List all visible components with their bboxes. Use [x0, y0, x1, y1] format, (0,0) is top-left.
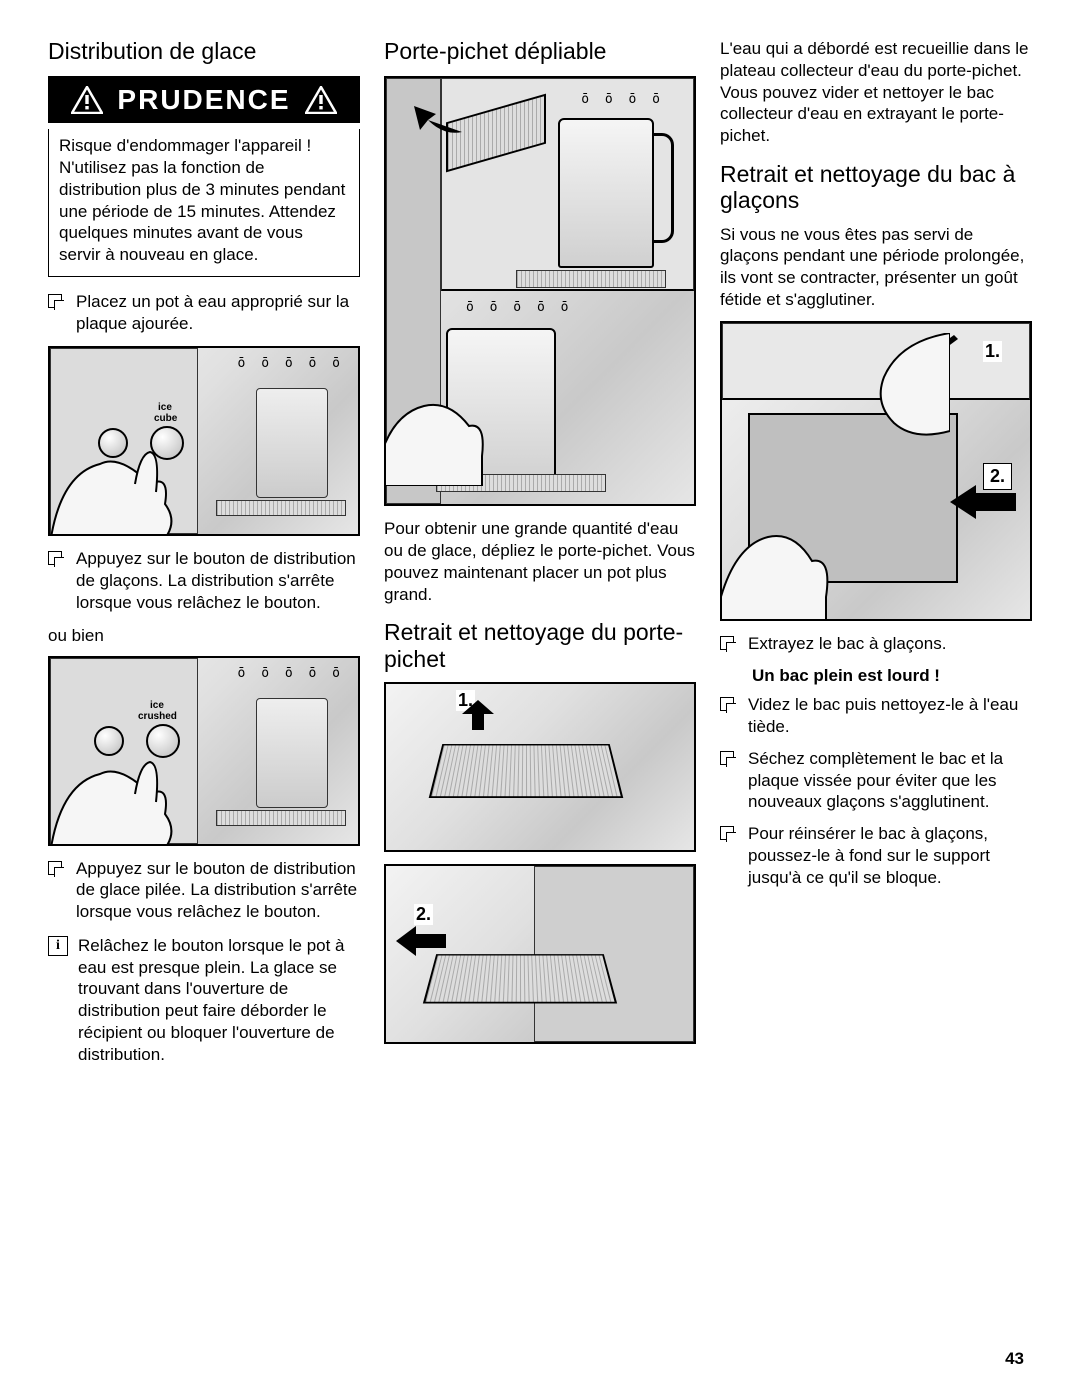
fig-label: crushed — [138, 711, 177, 722]
prudence-text: Risque d'endommager l'appareil ! N'utili… — [48, 129, 360, 277]
heading-bac-glacons: Retrait et nettoyage du bac à glaçons — [720, 161, 1032, 214]
list-item: Placez un pot à eau approprié sur la pla… — [48, 291, 360, 335]
step-list-2: Appuyez sur le bouton de distribution de… — [48, 548, 360, 613]
warning-triangle-icon — [305, 86, 337, 114]
figure-ice-crushed: ō ō ō ō ō ice crushed — [48, 656, 360, 846]
checkbox-icon — [720, 636, 734, 650]
step-list-1: Placez un pot à eau approprié sur la pla… — [48, 291, 360, 335]
fig-label: ice — [150, 700, 164, 711]
step-list-bac: Extrayez le bac à glaçons. — [720, 633, 1032, 655]
step-text: Placez un pot à eau approprié sur la pla… — [76, 291, 360, 335]
fig-label: ice — [158, 402, 172, 413]
para-bac: Si vous ne vous êtes pas servi de glaçon… — [720, 224, 1032, 311]
checkbox-icon — [48, 294, 62, 308]
step-text: Appuyez sur le bouton de distribution de… — [76, 858, 360, 923]
subheading-retrait-pichet: Retrait et nettoyage du porte-pichet — [384, 619, 696, 672]
checkbox-icon — [720, 697, 734, 711]
checkbox-icon — [720, 751, 734, 765]
list-item: Videz le bac puis nettoyez-le à l'eau ti… — [720, 694, 1032, 738]
figure-bac-glacons: 1. 2. — [720, 321, 1032, 621]
list-item: Appuyez sur le bouton de distribution de… — [48, 858, 360, 923]
list-item: Extrayez le bac à glaçons. — [720, 633, 1032, 655]
checkbox-icon — [720, 826, 734, 840]
step-number: 1. — [983, 341, 1002, 362]
checkbox-icon — [48, 861, 62, 875]
checkbox-icon — [48, 551, 62, 565]
caption-porte-pichet: Pour obtenir une grande quantité d'eau o… — [384, 518, 696, 605]
prudence-banner: PRUDENCE — [49, 77, 359, 123]
prudence-label: PRUDENCE — [117, 84, 290, 116]
intro-text: L'eau qui a débordé est recueillie dans … — [720, 38, 1032, 147]
heading-porte-pichet: Porte-pichet dépliable — [384, 38, 696, 64]
step-text: Appuyez sur le bouton de distribution de… — [76, 548, 360, 613]
warning-triangle-icon — [71, 86, 103, 114]
figure-porte-pichet: ō ō ō ō ō ō ō ō ō — [384, 76, 696, 506]
column-3: L'eau qui a débordé est recueillie dans … — [720, 38, 1032, 1077]
bold-note: Un bac plein est lourd ! — [752, 666, 1032, 686]
prudence-wrap: PRUDENCE — [48, 76, 360, 123]
step-text: Videz le bac puis nettoyez-le à l'eau ti… — [748, 694, 1032, 738]
step-list-3: Appuyez sur le bouton de distribution de… — [48, 858, 360, 923]
list-item: Pour réinsérer le bac à glaçons, poussez… — [720, 823, 1032, 888]
list-item: Appuyez sur le bouton de distribution de… — [48, 548, 360, 613]
column-2: Porte-pichet dépliable ō ō ō ō ō ō ō ō ō… — [384, 38, 696, 1077]
page-number: 43 — [1005, 1349, 1024, 1369]
info-row: i Relâchez le bouton lorsque le pot à ea… — [48, 935, 360, 1066]
column-1: Distribution de glace PRUDENCE Risque d'… — [48, 38, 360, 1077]
info-text: Relâchez le bouton lorsque le pot à eau … — [78, 935, 360, 1066]
figure-retrait-1: 1. — [384, 682, 696, 852]
step-text: Séchez complètement le bac et la plaque … — [748, 748, 1032, 813]
page-columns: Distribution de glace PRUDENCE Risque d'… — [48, 38, 1032, 1077]
step-number: 2. — [414, 904, 433, 925]
info-icon: i — [48, 936, 68, 956]
step-text: Pour réinsérer le bac à glaçons, poussez… — [748, 823, 1032, 888]
step-text: Extrayez le bac à glaçons. — [748, 633, 1032, 655]
step-list-bac-2: Videz le bac puis nettoyez-le à l'eau ti… — [720, 694, 1032, 888]
figure-retrait-2: 2. — [384, 864, 696, 1044]
figure-ice-cube: ō ō ō ō ō ice cube — [48, 346, 360, 536]
ou-bien-text: ou bien — [48, 626, 360, 646]
list-item: Séchez complètement le bac et la plaque … — [720, 748, 1032, 813]
heading-distribution: Distribution de glace — [48, 38, 360, 64]
